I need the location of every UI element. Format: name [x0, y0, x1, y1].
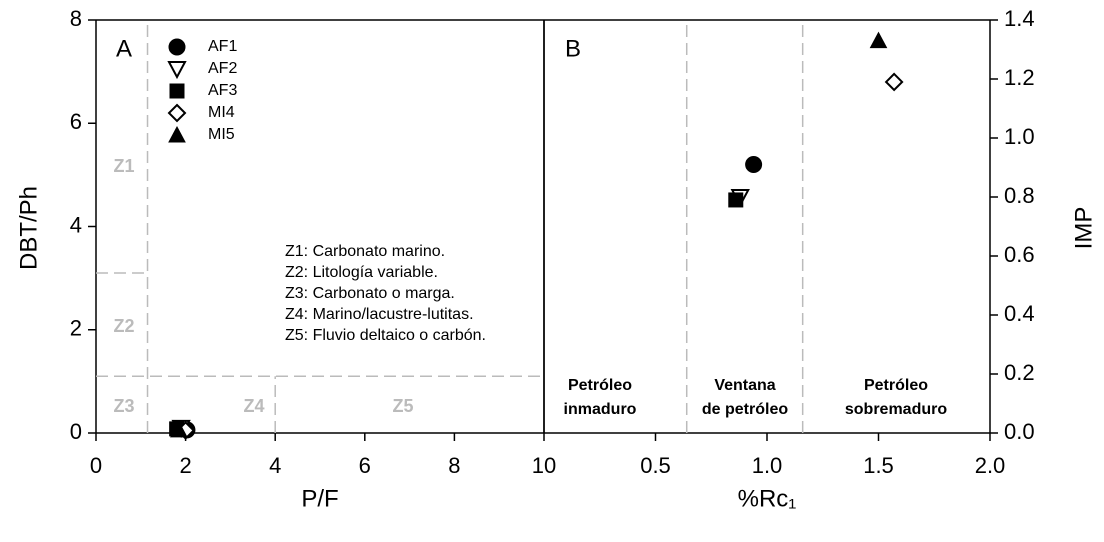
x-axis-title: P/F	[301, 485, 338, 512]
y-tick-label: 2	[70, 316, 82, 341]
note: Z4: Marino/lacustre-lutitas.	[285, 306, 474, 323]
y-tick-label: 0.6	[1004, 242, 1035, 267]
y-tick-label: 1.2	[1004, 65, 1035, 90]
zone-label: Z2	[113, 316, 134, 336]
y-tick-label: 6	[70, 109, 82, 134]
marker	[869, 31, 888, 49]
legend-marker	[167, 61, 187, 80]
zone-label: Z1	[113, 156, 134, 176]
region-label: Petróleo	[568, 377, 632, 394]
marker	[728, 192, 744, 208]
region-label: Petróleo	[864, 377, 928, 394]
x-tick-label: 2	[179, 453, 191, 478]
y2-axis-title: IMP	[1070, 207, 1097, 250]
y-tick-label: 0.8	[1004, 183, 1035, 208]
panel-label: B	[565, 35, 581, 62]
legend-label: AF1	[208, 38, 237, 55]
y-axis-title: DBT/Ph	[15, 186, 42, 270]
legend-marker	[167, 103, 187, 123]
x-tick-label: 8	[448, 453, 460, 478]
marker	[170, 420, 188, 438]
legend-label: AF3	[208, 82, 237, 99]
y-tick-label: 0.2	[1004, 360, 1035, 385]
panel-label: A	[116, 35, 132, 62]
x-axis-title: %Rc₁	[738, 485, 797, 512]
y-tick-label: 8	[70, 6, 82, 31]
x-tick-label: 0	[90, 453, 102, 478]
note: Z3: Carbonato o marga.	[285, 285, 455, 302]
region-label: de petróleo	[702, 401, 788, 418]
legend-label: MI5	[208, 126, 235, 143]
x-tick-label: 10	[532, 453, 556, 478]
zone-label: Z4	[243, 396, 264, 416]
zone-label: Z3	[113, 396, 134, 416]
legend-marker	[168, 125, 186, 143]
legend-label: MI4	[208, 104, 235, 121]
x-tick-label: 1.5	[863, 453, 894, 478]
note: Z1: Carbonato marino.	[285, 243, 445, 260]
region-label: inmaduro	[564, 401, 637, 418]
y-tick-label: 1.4	[1004, 6, 1035, 31]
region-label: Ventana	[714, 377, 775, 394]
legend-label: AF2	[208, 60, 237, 77]
marker	[745, 156, 763, 174]
x-tick-label: 1.0	[752, 453, 783, 478]
y-tick-label: 0.4	[1004, 301, 1035, 326]
x-tick-label: 2.0	[975, 453, 1006, 478]
x-tick-label: 0.5	[640, 453, 671, 478]
x-tick-label: 6	[359, 453, 371, 478]
legend-marker	[169, 83, 185, 99]
note: Z5: Fluvio deltaico o carbón.	[285, 327, 486, 344]
zone-label: Z5	[392, 396, 413, 416]
y-tick-label: 0	[70, 419, 82, 444]
region-label: sobremaduro	[845, 401, 947, 418]
y-tick-label: 0.0	[1004, 419, 1035, 444]
y-tick-label: 4	[70, 212, 82, 237]
marker	[884, 72, 904, 92]
legend-marker	[168, 38, 186, 56]
x-tick-label: 4	[269, 453, 281, 478]
y-tick-label: 1.0	[1004, 124, 1035, 149]
note: Z2: Litología variable.	[285, 264, 438, 281]
